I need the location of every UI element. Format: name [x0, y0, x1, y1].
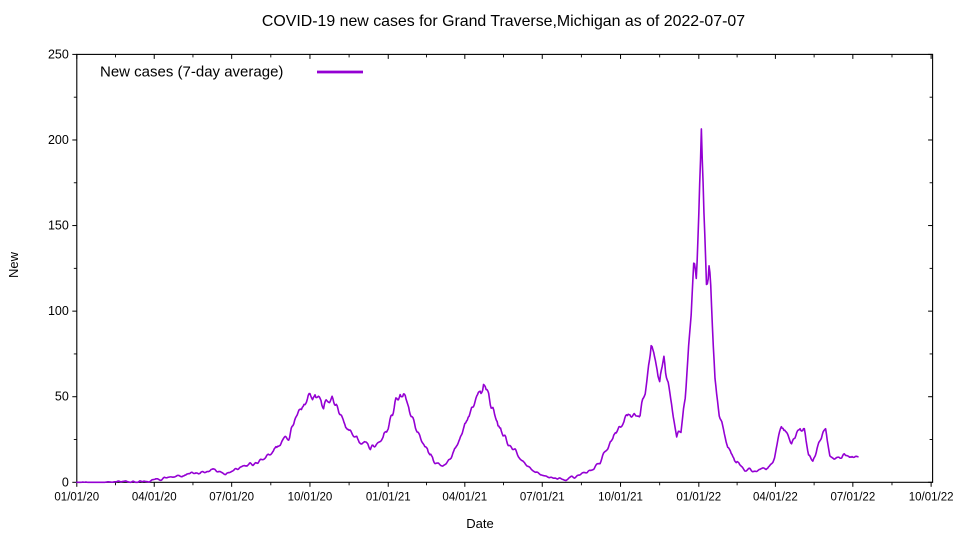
svg-text:New: New [6, 251, 21, 278]
svg-text:0: 0 [62, 475, 69, 489]
svg-text:250: 250 [48, 47, 69, 61]
svg-text:COVID-19 new cases for Grand T: COVID-19 new cases for Grand Traverse,Mi… [262, 13, 745, 30]
svg-text:10/01/21: 10/01/21 [598, 491, 643, 503]
svg-text:50: 50 [55, 390, 69, 404]
svg-text:10/01/22: 10/01/22 [909, 491, 954, 503]
svg-text:150: 150 [48, 219, 69, 233]
svg-text:04/01/22: 04/01/22 [753, 491, 798, 503]
svg-text:200: 200 [48, 133, 69, 147]
svg-text:100: 100 [48, 304, 69, 318]
svg-text:04/01/20: 04/01/20 [132, 491, 177, 503]
svg-text:New cases (7-day average): New cases (7-day average) [100, 64, 283, 81]
svg-text:07/01/21: 07/01/21 [520, 491, 565, 503]
svg-text:01/01/20: 01/01/20 [54, 491, 99, 503]
svg-text:07/01/20: 07/01/20 [209, 491, 254, 503]
svg-text:Date: Date [466, 516, 493, 531]
svg-text:07/01/22: 07/01/22 [830, 491, 875, 503]
svg-text:01/01/21: 01/01/21 [366, 491, 411, 503]
svg-text:04/01/21: 04/01/21 [442, 491, 487, 503]
svg-text:01/01/22: 01/01/22 [676, 491, 721, 503]
svg-text:10/01/20: 10/01/20 [288, 491, 333, 503]
